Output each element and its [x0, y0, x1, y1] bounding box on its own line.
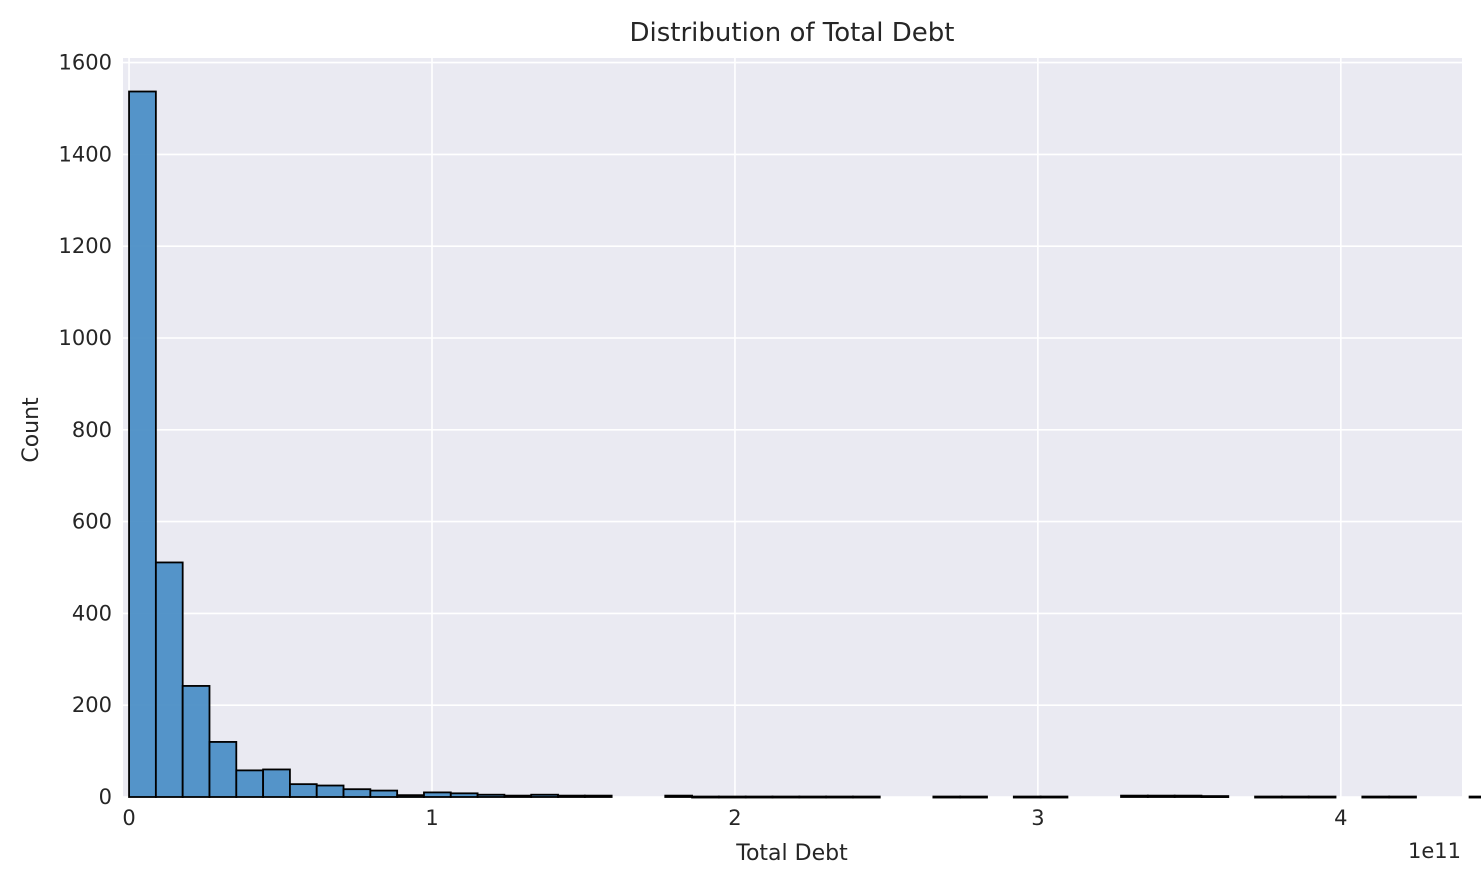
histogram-bar — [262, 768, 291, 798]
histogram-bar — [1281, 795, 1310, 799]
x-axis-offset-label: 1e11 — [1408, 839, 1461, 863]
histogram-bar — [128, 90, 157, 798]
y-tick-label: 1000 — [59, 326, 112, 350]
x-tick-label: 3 — [1031, 806, 1044, 830]
histogram-bar — [798, 795, 828, 799]
histogram-bar — [664, 794, 693, 798]
x-axis-title: Total Debt — [735, 841, 848, 866]
histogram-bar — [342, 788, 372, 798]
histogram-bar — [315, 784, 345, 798]
histogram-bar — [396, 794, 425, 798]
histogram-bar — [289, 783, 318, 798]
histogram-bar — [449, 792, 479, 798]
chart-title: Distribution of Total Debt — [630, 18, 955, 48]
histogram-bar — [530, 793, 559, 798]
histogram-bar — [932, 795, 962, 799]
histogram-bar — [1012, 795, 1042, 799]
x-tick-label: 0 — [122, 806, 135, 830]
histogram-bar — [1468, 795, 1481, 799]
x-tick-label: 1 — [425, 806, 438, 830]
histogram-bar — [423, 791, 452, 798]
bars — [128, 90, 1481, 799]
y-tick-label: 200 — [72, 693, 112, 717]
histogram-bar — [369, 789, 399, 798]
tick-labels: 0 1 2 3 4 0 200 400 600 800 1000 1200 1400 1600 — [59, 51, 1348, 830]
y-tick-label: 1400 — [59, 142, 112, 166]
histogram-bar — [717, 795, 747, 799]
y-tick-label: 400 — [72, 601, 112, 625]
histogram-bar — [1361, 795, 1391, 799]
histogram-bar — [825, 795, 854, 799]
histogram-bar — [852, 795, 881, 799]
y-tick-label: 800 — [72, 418, 112, 442]
histogram-bar — [1173, 794, 1203, 798]
y-axis-title: Count — [19, 397, 44, 463]
x-tick-label: 2 — [728, 806, 741, 830]
plot-background — [123, 58, 1462, 797]
y-tick-label: 600 — [72, 510, 112, 534]
histogram-bar — [1146, 794, 1176, 798]
histogram-bar — [771, 795, 801, 799]
histogram-bar — [181, 685, 211, 798]
histogram-bar — [583, 794, 613, 798]
histogram-bar — [476, 793, 506, 798]
histogram-bar — [1307, 795, 1337, 799]
histogram-bar — [1200, 795, 1230, 798]
y-tick-label: 0 — [99, 785, 112, 809]
y-tick-label: 1200 — [59, 234, 112, 258]
y-tick-label: 1600 — [59, 51, 112, 75]
histogram-bar — [959, 795, 988, 799]
histogram-bar — [503, 794, 533, 798]
histogram-bar — [1254, 795, 1283, 799]
histogram-bar — [1388, 795, 1417, 799]
histogram-bar — [235, 769, 265, 798]
histogram-bar — [154, 561, 184, 798]
histogram-bar — [744, 795, 774, 799]
histogram-bar — [691, 795, 720, 799]
histogram-bar — [208, 741, 238, 798]
histogram-bar — [1039, 795, 1069, 799]
x-tick-label: 4 — [1334, 806, 1347, 830]
histogram-bar — [1120, 794, 1149, 798]
histogram-bar — [557, 794, 586, 798]
